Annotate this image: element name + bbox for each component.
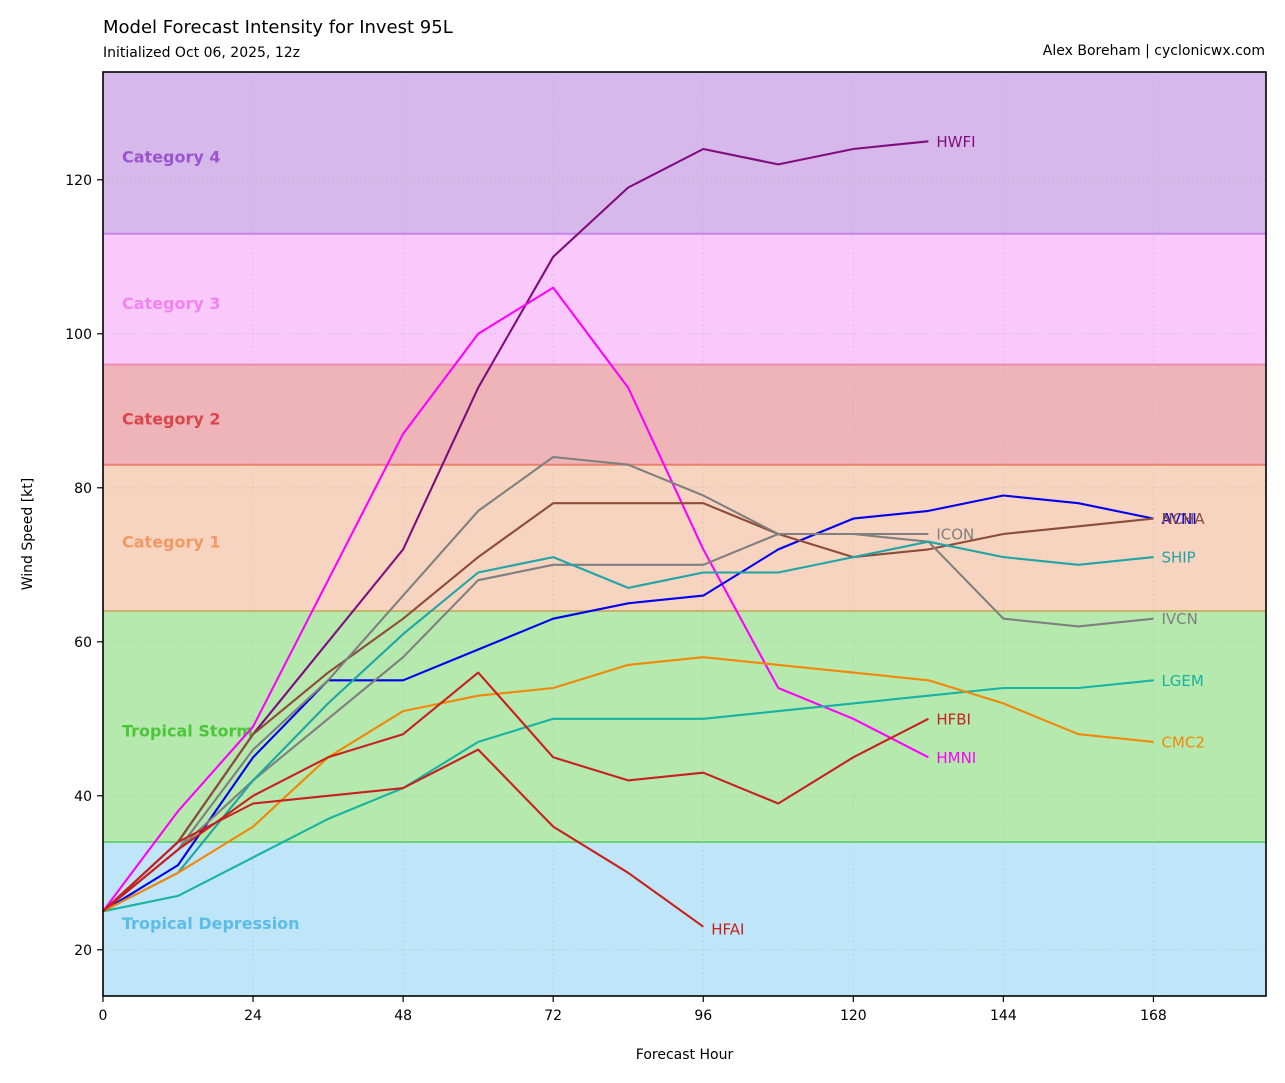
band-tropical-depression — [103, 842, 1266, 996]
x-tick-label: 24 — [244, 1008, 262, 1024]
band-labels: Tropical Depression Tropical Storm Categor… — [122, 148, 300, 933]
band-label-category-2: Category 2 — [122, 410, 221, 429]
series-line-hmni — [102, 286, 929, 912]
intensity-bands — [103, 72, 1266, 996]
series-line-hfbi — [102, 671, 929, 913]
band-label-tropical-depression: Tropical Depression — [122, 914, 300, 933]
x-tick-label: 48 — [394, 1008, 412, 1024]
band-category-4 — [103, 72, 1266, 234]
series-label-cmc2: CMC2 — [1161, 733, 1204, 751]
series-line-ncha — [102, 502, 1154, 913]
series-line-lgem — [102, 679, 1154, 913]
series-lines — [102, 140, 1154, 928]
band-category-1 — [103, 464, 1266, 611]
x-tick-label: 120 — [840, 1008, 867, 1024]
series-label-avni: AVNI — [1161, 510, 1196, 528]
series-label-ship: SHIP — [1161, 549, 1195, 567]
series-label-ivcn: IVCN — [1161, 610, 1197, 628]
x-tick-label: 144 — [990, 1008, 1017, 1024]
series-label-icon: ICON — [936, 526, 974, 544]
band-label-category-4: Category 4 — [122, 148, 221, 167]
series-line-ship — [102, 540, 1154, 913]
chart-credit: Alex Boreham | cyclonicwx.com — [1042, 43, 1265, 59]
series-label-lgem: LGEM — [1161, 672, 1203, 690]
series-label-hfai: HFAI — [711, 921, 744, 939]
series-label-ncha: NCHA — [1161, 510, 1205, 528]
x-tick-label: 0 — [99, 1008, 108, 1024]
band-label-category-3: Category 3 — [122, 294, 221, 313]
band-category-2 — [103, 364, 1266, 465]
axis-ticks: 0 24 48 72 96 120 144 168 20 40 60 80 100 120 — [65, 173, 1167, 1024]
y-tick-label: 80 — [74, 481, 92, 497]
series-line-hfai — [102, 748, 704, 928]
band-label-category-1: Category 1 — [122, 533, 221, 552]
band-tropical-storm — [103, 611, 1266, 842]
series-label-hmni: HMNI — [936, 749, 976, 767]
series-line-cmc2 — [102, 656, 1154, 913]
series-line-avni — [102, 494, 1154, 913]
band-label-tropical-storm: Tropical Storm — [122, 721, 253, 740]
series-label-hfbi: HFBI — [936, 710, 971, 728]
x-tick-label: 168 — [1140, 1008, 1167, 1024]
y-axis-label: Wind Speed [kt] — [20, 478, 36, 591]
band-category-3 — [103, 233, 1266, 365]
x-axis-label: Forecast Hour — [636, 1047, 734, 1063]
series-label-hwfi: HWFI — [936, 133, 975, 151]
chart-title: Model Forecast Intensity for Invest 95L — [103, 17, 453, 38]
y-tick-label: 120 — [65, 173, 92, 189]
plot-frame — [102, 71, 1267, 997]
x-tick-label: 72 — [544, 1008, 562, 1024]
y-tick-label: 20 — [74, 943, 92, 959]
y-tick-label: 40 — [74, 789, 92, 805]
y-tick-label: 60 — [74, 635, 92, 651]
y-tick-label: 100 — [65, 327, 92, 343]
chart-subtitle: Initialized Oct 06, 2025, 12z — [103, 45, 300, 61]
x-tick-label: 96 — [694, 1008, 712, 1024]
series-line-ivcn — [102, 532, 1154, 913]
